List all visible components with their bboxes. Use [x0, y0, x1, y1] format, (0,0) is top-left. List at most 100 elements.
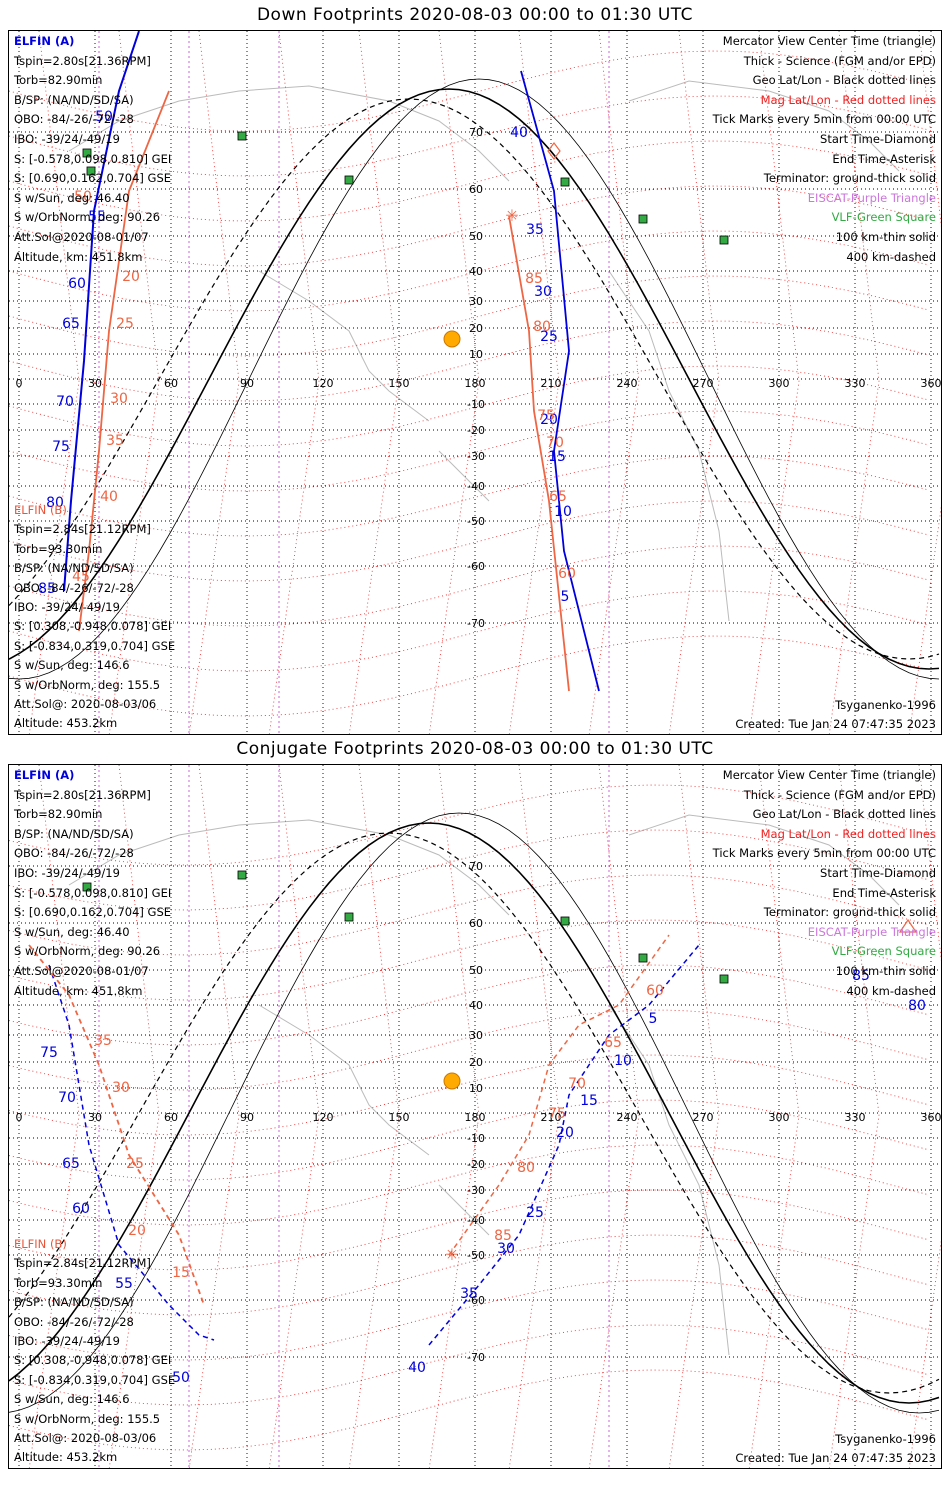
elfin-b-info-line: B/SP: (NA/ND/SD/SA) [14, 1295, 134, 1310]
coastline [68, 85, 510, 182]
elfin-a-tick-label: 65 [62, 1156, 80, 1172]
elfin-b-info-line: S w/Sun, deg: 146.6 [14, 1392, 130, 1407]
vlf-square-icon [237, 870, 247, 880]
legend-line: Geo Lat/Lon - Black dotted lines [752, 807, 936, 822]
mag-lon-line [28, 31, 80, 734]
elfin-b-info-line: OBO: -84/-26/-72/-28 [14, 1314, 134, 1329]
elfin-b-tick-label: 70 [568, 1076, 586, 1092]
elfin-b-info-line: Torb=93.30min [14, 541, 103, 556]
elfin-b-info-line: S: [0.308,-0.948,0.078] GEI [14, 619, 172, 634]
elfin-b-info-line: Torb=93.30min [14, 1275, 103, 1290]
lat-tick-label: -30 [467, 450, 485, 463]
elfin-a-tick-label: 25 [540, 329, 558, 345]
vlf-square-icon [719, 974, 729, 984]
elfin-a-tick-label: 10 [554, 504, 572, 520]
view-triangle-icon [898, 918, 918, 933]
elfin-a-tick-label: 5 [561, 589, 570, 605]
lat-tick-label: -30 [467, 1184, 485, 1197]
terminator-line [9, 88, 940, 670]
elfin-b-track-2 [508, 215, 570, 692]
elfin-a-info-line: IBO: -39/24/-49/19 [14, 866, 120, 880]
panel-title-down: Down Footprints 2020-08-03 00:00 to 01:3… [256, 5, 694, 25]
elfin-a-title: ELFIN (A) [14, 34, 75, 48]
elfin-b-track [28, 944, 205, 1306]
lat-tick-label: 50 [469, 230, 483, 243]
elfin-a-info-line: Torb=82.90min [14, 807, 103, 822]
elfin-b-tick-label: 30 [110, 391, 128, 407]
elfin-b-info-line: Altitude: 453.2km [14, 1450, 118, 1465]
mag-lat-line [9, 185, 930, 267]
legend-line: VLF-Green Square [831, 944, 936, 959]
lon-tick-label: 360 [921, 1111, 942, 1124]
terminator-line [9, 822, 940, 1404]
lon-tick-label: 90 [240, 1111, 254, 1124]
elfin-b-tick-label: 35 [106, 433, 124, 449]
elfin-a-info-line: Tspin=2.80s[21.36RPM] [14, 53, 151, 68]
lon-tick-label: 270 [693, 1111, 714, 1124]
elfin-a-info-line: B/SP: (NA/ND/SD/SA) [14, 92, 134, 107]
altitude-400km-line [9, 832, 940, 1394]
elfin-b-track-dashed [448, 934, 670, 1256]
elfin-b-title: ELFIN (B) [14, 1237, 67, 1251]
elfin-a-tick-label: 10 [614, 1053, 632, 1069]
created-label: Created: Tue Jan 24 07:47:35 2023 [735, 1451, 936, 1465]
elfin-b-tick-label: 65 [549, 489, 567, 505]
elfin-a-tick-label: 85 [852, 968, 870, 984]
lat-tick-label: 10 [469, 1082, 483, 1095]
elfin-a-info-line: S: [-0.578,0.098,0.810] GEI [14, 885, 172, 900]
lon-tick-label: 60 [164, 377, 178, 390]
panel-title-conjugate: Conjugate Footprints 2020-08-03 00:00 to… [236, 739, 714, 759]
elfin-b-info-line: S: [0.308,-0.948,0.078] GEI [14, 1353, 172, 1368]
lon-tick-label: 300 [769, 377, 790, 390]
mag-lon-line [508, 31, 560, 734]
legend-line: End Time-Asterisk [832, 885, 936, 900]
elfin-b-info-line: S w/Sun, deg: 146.6 [14, 658, 130, 673]
lat-tick-label: 70 [469, 126, 483, 139]
lon-tick-label: 30 [88, 377, 102, 390]
legend-line: Start Time-Diamond [820, 866, 936, 880]
start-diamond-icon [547, 142, 561, 160]
mag-lon-line [668, 765, 720, 1468]
legend-line: Terminator: ground-thick solid [763, 171, 936, 186]
lon-tick-label: 360 [921, 377, 942, 390]
legend-line: VLF-Green Square [831, 210, 936, 225]
elfin-b-info-line: S w/OrbNorm, deg: 155.5 [14, 1411, 161, 1426]
mag-lon-line [188, 765, 240, 1468]
elfin-a-tick-label: 80 [908, 998, 926, 1014]
vlf-square-icon [638, 214, 648, 224]
map-canvas-down: 0 30 60 90 120 150 180 210 240 270 300 330 360706050… [9, 31, 942, 734]
coastline [438, 450, 490, 502]
lon-tick-label: 60 [164, 1111, 178, 1124]
elfin-b-tick-label: 75 [548, 1106, 566, 1122]
mag-lon-line [828, 765, 880, 1468]
elfin-b-tick-label: 85 [525, 271, 543, 287]
lat-tick-label: -40 [467, 480, 485, 493]
elfin-a-info-line: OBO: -84/-26/-72/-28 [14, 112, 134, 127]
elfin-b-tick-label: 65 [604, 1035, 622, 1051]
elfin-b-info-line: Tspin=2.84s[21.12RPM] [14, 522, 151, 537]
end-asterisk-icon: ✳ [505, 206, 518, 225]
mag-lon-line [668, 31, 720, 734]
elfin-b-tick-label: 60 [558, 566, 576, 582]
legend-line: Tick Marks every 5min from 00:00 UTC [712, 112, 936, 127]
lon-tick-label: 210 [541, 377, 562, 390]
lon-tick-label: 210 [541, 1111, 562, 1124]
lat-tick-label: -70 [467, 1351, 485, 1364]
vlf-square-icon [237, 131, 247, 141]
legend-line: 400 km-dashed [846, 249, 936, 264]
mag-lat-line [9, 919, 930, 1001]
elfin-a-info-line: S w/OrbNorm, deg: 90.26 [14, 210, 161, 225]
legend-line: Geo Lat/Lon - Black dotted lines [752, 73, 936, 88]
legend-line: Mercator View Center Time (triangle) [722, 768, 936, 782]
elfin-b-info-line: Tspin=2.84s[21.12RPM] [14, 1256, 151, 1271]
mag-lon-line [428, 31, 480, 734]
mag-lon-line [588, 31, 640, 734]
elfin-a-tick-label: 55 [88, 209, 106, 225]
elfin-a-tick-label: 35 [460, 1286, 478, 1302]
elfin-b-info-line: B/SP: (NA/ND/SD/SA) [14, 561, 134, 576]
lat-tick-label: 60 [469, 917, 483, 930]
elfin-a-tick-label: 5 [649, 1011, 658, 1027]
elfin-a-track [63, 31, 140, 592]
legend-line: Start Time-Diamond [820, 132, 936, 146]
mag-lon-line [108, 765, 160, 1468]
